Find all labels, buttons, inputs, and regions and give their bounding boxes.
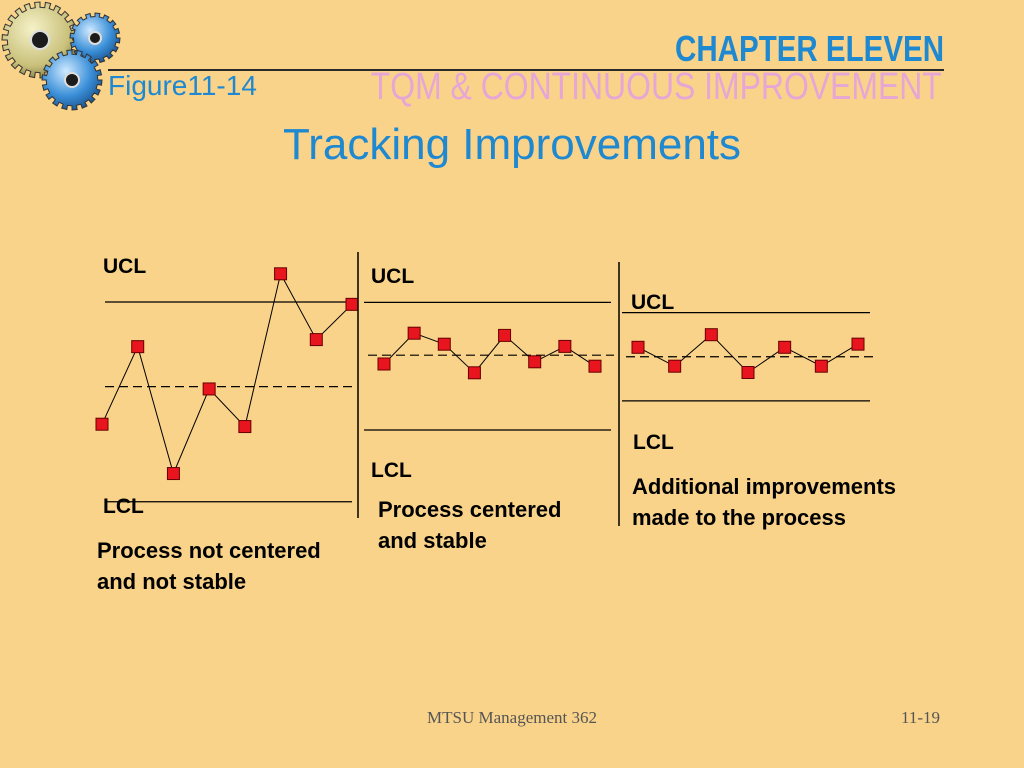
gears-icon: [1, 1, 121, 111]
chart-3-caption: Additional improvements made to the proc…: [632, 471, 896, 533]
chart-2-caption-line-1: Process centered: [378, 497, 562, 522]
chart-3-ucl-label: UCL: [631, 291, 674, 314]
chart-1-point-6: [274, 267, 288, 281]
chart-2-point-5: [498, 328, 512, 342]
chart-2-caption: Process centered and stable: [378, 494, 561, 556]
chart-2-point-3: [437, 337, 451, 351]
chart-1-point-1: [95, 417, 109, 431]
footer-course: MTSU Management 362: [427, 708, 597, 727]
header-rule: [108, 69, 944, 71]
chart-3-caption-line-1: Additional improvements: [632, 474, 897, 499]
chart-1-caption: Process not centered and not stable: [97, 535, 321, 597]
chart-2-ucl-label: UCL: [371, 265, 414, 288]
chart-1-point-3: [166, 467, 180, 481]
chart-3-point-5: [778, 340, 792, 354]
chart-3-lcl-label: LCL: [633, 431, 674, 454]
chart-1-lcl-label: LCL: [103, 495, 144, 518]
chart-3-point-4: [741, 366, 755, 379]
chart-3-point-2: [668, 359, 682, 373]
chart-1-caption-line-2: and not stable: [97, 569, 247, 594]
chart-2-point-7: [558, 339, 572, 353]
chart-2-lcl-label: LCL: [371, 459, 412, 482]
footer-page-number: 11-19: [900, 708, 940, 727]
chart-3-point-1: [631, 340, 645, 354]
page-title: Tracking Improvements: [282, 120, 742, 169]
chart-1-point-7: [309, 333, 323, 347]
chart-2-point-1: [377, 357, 391, 371]
chart-1-ucl-label: UCL: [103, 255, 146, 278]
chart-3-point-3: [704, 328, 718, 342]
chart-1-point-2: [131, 340, 145, 354]
chart-2-point-2: [407, 326, 421, 340]
chart-1-series-line: [101, 272, 353, 476]
figure-label: Figure11-14: [108, 70, 257, 101]
chart-1-caption-line-1: Process not centered: [97, 538, 321, 563]
chart-2-point-6: [528, 355, 542, 369]
chapter-title: CHAPTER ELEVEN: [675, 28, 944, 69]
chart-1-point-4: [202, 382, 216, 396]
chart-2-caption-line-2: and stable: [378, 528, 487, 553]
chart-2-point-8: [588, 359, 602, 373]
chart-3-caption-line-2: made to the process: [632, 505, 846, 530]
chapter-subtitle: TQM & CONTINUOUS IMPROVEMENT: [370, 66, 942, 108]
chart-1-point-8: [345, 297, 359, 311]
chart-2-point-4: [467, 366, 481, 380]
chart-1-point-5: [238, 420, 252, 434]
chart-3-point-7: [851, 337, 865, 351]
chart-3-point-6: [814, 359, 828, 373]
